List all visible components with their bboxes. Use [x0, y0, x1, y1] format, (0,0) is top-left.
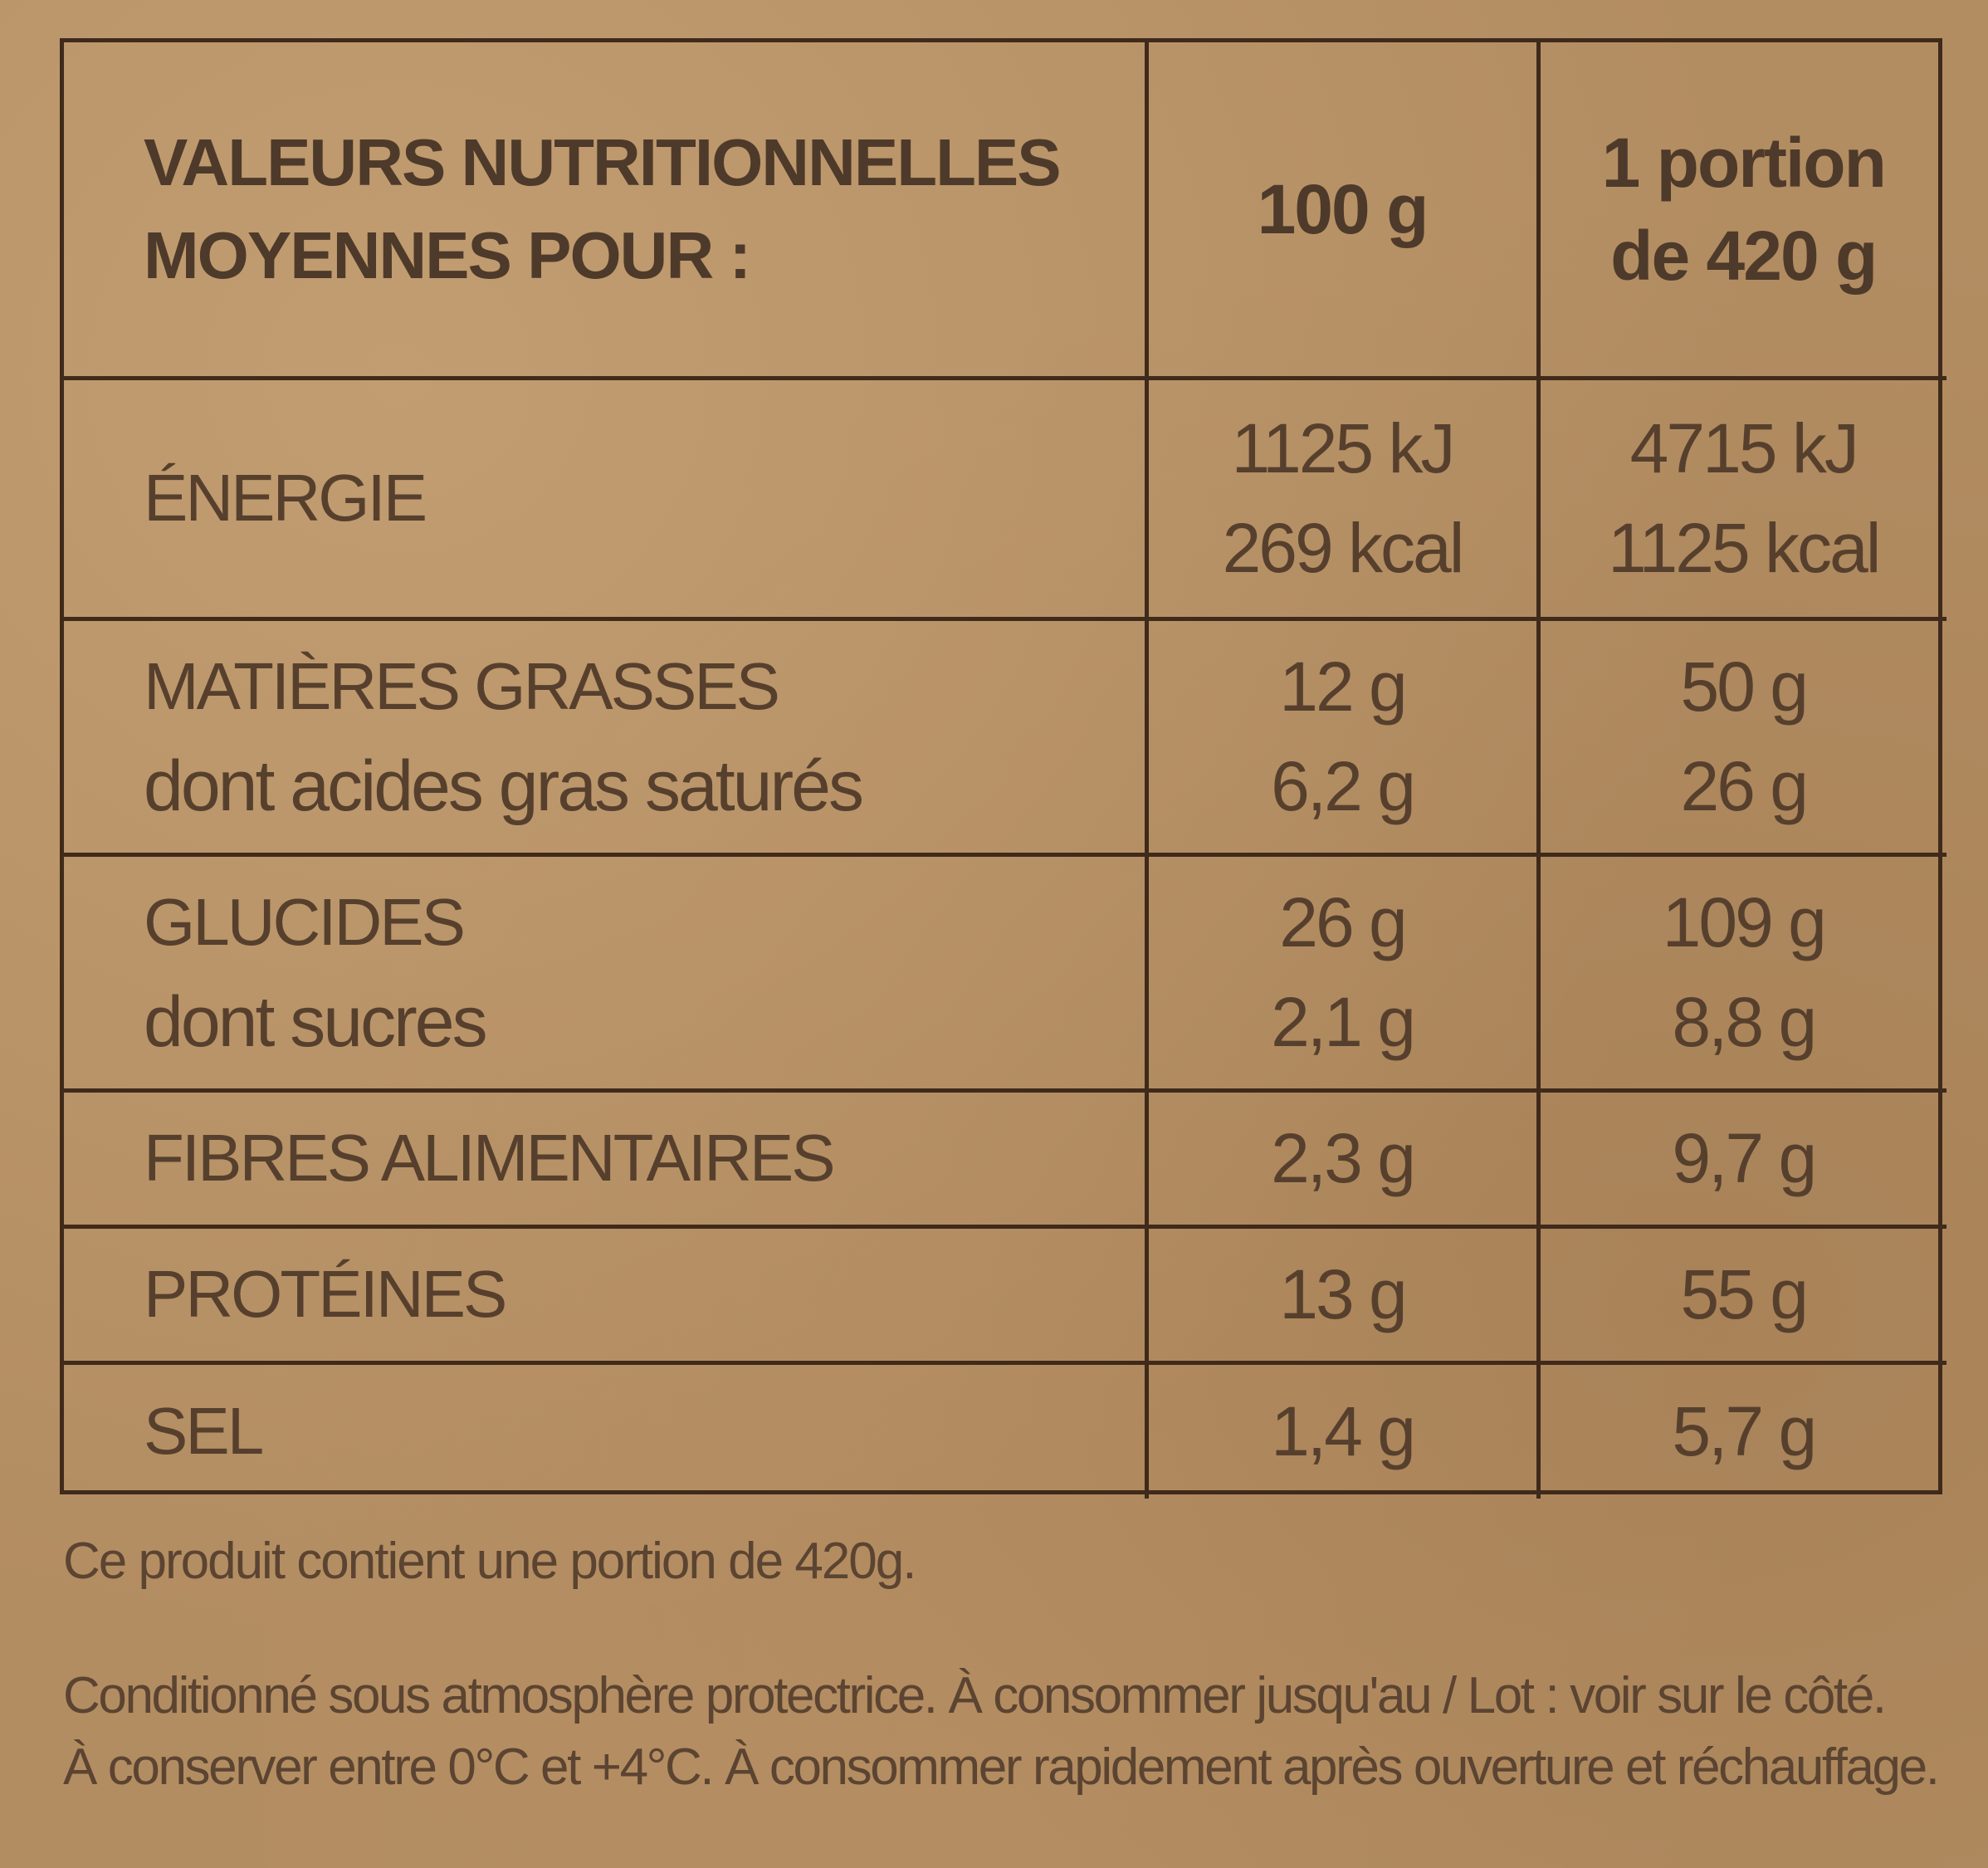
value-portion: 55 g [1680, 1255, 1809, 1333]
nutrient-cell: MATIÈRES GRASSES dont acides gras saturé… [64, 616, 1149, 857]
nutrient-sub-name: dont sucres [144, 982, 488, 1062]
nutrient-cell: GLUCIDES dont sucres [64, 852, 1149, 1093]
storage-notice-line1: Conditionné sous atmosphère protectrice.… [63, 1667, 1887, 1724]
value-portion-kj: 4715 kJ [1629, 409, 1859, 487]
value-100g: 12 g [1279, 648, 1408, 726]
value-100g-sub: 6,2 g [1271, 747, 1416, 825]
nutrient-sub-name: dont acides gras saturés [144, 746, 864, 826]
value-100g-cell: 26 g 2,1 g [1144, 852, 1541, 1093]
header-label-cell: VALEURS NUTRITIONNELLES MOYENNES POUR : [64, 42, 1149, 380]
value-portion-cell: 109 g 8,8 g [1536, 852, 1946, 1093]
value-100g: 2,3 g [1271, 1119, 1416, 1197]
nutrient-name: PROTÉINES [144, 1257, 507, 1331]
nutrient-name: GLUCIDES [144, 885, 466, 959]
value-portion: 5,7 g [1672, 1392, 1817, 1471]
nutrient-name: MATIÈRES GRASSES [144, 649, 780, 723]
nutrition-table: VALEURS NUTRITIONNELLES MOYENNES POUR : … [64, 42, 1946, 1499]
nutrient-cell: ÉNERGIE [64, 375, 1149, 621]
value-100g-cell: 2,3 g [1144, 1088, 1541, 1229]
value-portion: 50 g [1680, 648, 1809, 726]
table-row-matieres-grasses: MATIÈRES GRASSES dont acides gras saturé… [64, 616, 1946, 857]
header-label-line2: MOYENNES POUR : [144, 218, 751, 292]
storage-notice-line2: À conserver entre 0°C et +4°C. À consomm… [63, 1738, 1940, 1796]
table-row-sel: SEL 1,4 g 5,7 g [64, 1360, 1946, 1499]
nutrient-cell: PROTÉINES [64, 1224, 1149, 1365]
header-portion-line2: de 420 g [1610, 216, 1878, 295]
value-portion-cell: 9,7 g [1536, 1088, 1946, 1229]
value-portion-cell: 50 g 26 g [1536, 616, 1946, 857]
value-100g-kcal: 269 kcal [1222, 509, 1465, 587]
value-100g-cell: 1125 kJ 269 kcal [1144, 375, 1541, 621]
value-portion-cell: 55 g [1536, 1224, 1946, 1365]
table-header-row: VALEURS NUTRITIONNELLES MOYENNES POUR : … [64, 42, 1946, 380]
header-portion-line1: 1 portion [1601, 123, 1887, 202]
value-100g: 1,4 g [1271, 1392, 1416, 1471]
header-100g: 100 g [1257, 169, 1429, 248]
table-row-energie: ÉNERGIE 1125 kJ 269 kcal 4715 kJ 1125 kc… [64, 375, 1946, 621]
value-portion-kcal: 1125 kcal [1608, 509, 1881, 587]
value-portion-sub: 8,8 g [1672, 983, 1817, 1061]
value-100g: 26 g [1279, 883, 1408, 961]
table-row-fibres: FIBRES ALIMENTAIRES 2,3 g 9,7 g [64, 1088, 1946, 1229]
header-100g-cell: 100 g [1144, 42, 1541, 380]
value-100g-kj: 1125 kJ [1231, 409, 1456, 487]
table-row-proteines: PROTÉINES 13 g 55 g [64, 1224, 1946, 1365]
value-100g-sub: 2,1 g [1271, 983, 1416, 1061]
nutrient-cell: FIBRES ALIMENTAIRES [64, 1088, 1149, 1229]
value-portion: 9,7 g [1672, 1119, 1817, 1197]
header-portion-cell: 1 portion de 420 g [1536, 42, 1946, 380]
value-100g-cell: 13 g [1144, 1224, 1541, 1365]
portion-footnote: Ce produit contient une portion de 420g. [63, 1533, 916, 1590]
value-portion-cell: 5,7 g [1536, 1360, 1946, 1499]
nutrient-name: ÉNERGIE [144, 461, 427, 535]
nutrient-name: FIBRES ALIMENTAIRES [144, 1121, 836, 1195]
header-label-line1: VALEURS NUTRITIONNELLES [144, 125, 1062, 199]
nutrient-name: SEL [144, 1394, 264, 1469]
value-portion: 109 g [1662, 883, 1827, 961]
nutrient-cell: SEL [64, 1360, 1149, 1499]
value-portion-sub: 26 g [1680, 747, 1809, 825]
value-100g: 13 g [1279, 1255, 1408, 1333]
storage-notice: Conditionné sous atmosphère protectrice.… [63, 1660, 1940, 1803]
value-100g-cell: 1,4 g [1144, 1360, 1541, 1499]
value-100g-cell: 12 g 6,2 g [1144, 616, 1541, 857]
table-row-glucides: GLUCIDES dont sucres 26 g 2,1 g 109 g 8,… [64, 852, 1946, 1093]
value-portion-cell: 4715 kJ 1125 kcal [1536, 375, 1946, 621]
nutrition-table-frame: VALEURS NUTRITIONNELLES MOYENNES POUR : … [60, 38, 1946, 1499]
